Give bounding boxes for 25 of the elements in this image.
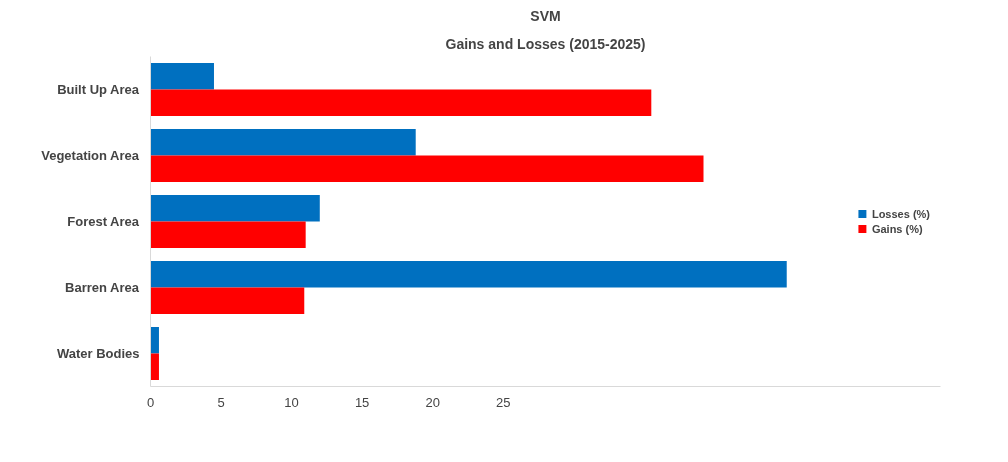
chart-subtitle: Gains and Losses (2015-2025) xyxy=(445,35,646,52)
y-tick-label: Water Bodies xyxy=(56,346,140,361)
y-tick-label: Built Up Area xyxy=(57,82,140,97)
bar xyxy=(150,287,305,314)
bar xyxy=(150,155,704,182)
bar xyxy=(150,89,652,116)
y-tick-label: Forest Area xyxy=(67,214,140,229)
bar xyxy=(150,63,214,90)
bar xyxy=(150,129,416,156)
x-tick-label: 0 xyxy=(146,394,155,410)
x-tick-label: 10 xyxy=(284,394,299,410)
bar xyxy=(150,195,320,222)
legend-label: Gains (%) xyxy=(871,222,923,235)
bar xyxy=(150,261,787,288)
x-tick-label: 5 xyxy=(217,394,225,410)
x-tick-label: 15 xyxy=(354,394,370,410)
y-tick-label: Barren Area xyxy=(65,280,140,295)
legend-label: Losses (%) xyxy=(871,207,930,220)
chart-title: SVM xyxy=(530,7,561,24)
bar xyxy=(150,353,159,380)
x-tick-label: 20 xyxy=(425,394,440,410)
y-tick-label: Vegetation Area xyxy=(41,148,140,163)
bar xyxy=(150,327,159,354)
x-tick-label: 25 xyxy=(495,394,511,410)
bar xyxy=(150,221,306,248)
